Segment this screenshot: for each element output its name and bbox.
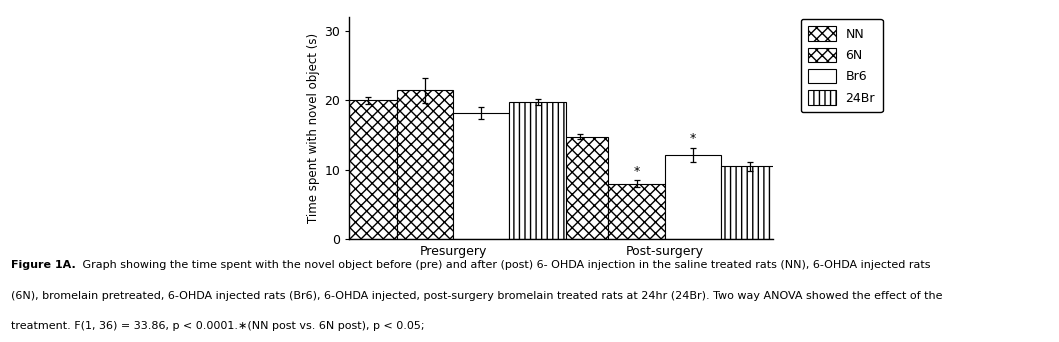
Bar: [552, 136, 608, 239]
Y-axis label: Time spent with novel object (s): Time spent with novel object (s): [307, 33, 321, 223]
Text: *: *: [689, 132, 696, 145]
Bar: [509, 102, 566, 239]
Bar: [340, 101, 396, 239]
Text: (6N), bromelain pretreated, 6-OHDA injected rats (Br6), 6-OHDA injected, post-su: (6N), bromelain pretreated, 6-OHDA injec…: [11, 291, 943, 301]
Bar: [665, 155, 721, 239]
Bar: [396, 90, 453, 239]
Text: Graph showing the time spent with the novel object before (pre) and after (post): Graph showing the time spent with the no…: [79, 260, 931, 270]
Bar: [453, 113, 509, 239]
Text: Figure 1A.: Figure 1A.: [11, 260, 75, 270]
Text: treatment. F(1, 36) = 33.86, p < 0.0001.∗(NN post vs. 6N post), p < 0.05;: treatment. F(1, 36) = 33.86, p < 0.0001.…: [11, 321, 424, 331]
Text: *: *: [633, 165, 640, 177]
Bar: [608, 184, 665, 239]
Bar: [721, 167, 777, 239]
Legend: NN, 6N, Br6, 24Br: NN, 6N, Br6, 24Br: [801, 19, 882, 112]
